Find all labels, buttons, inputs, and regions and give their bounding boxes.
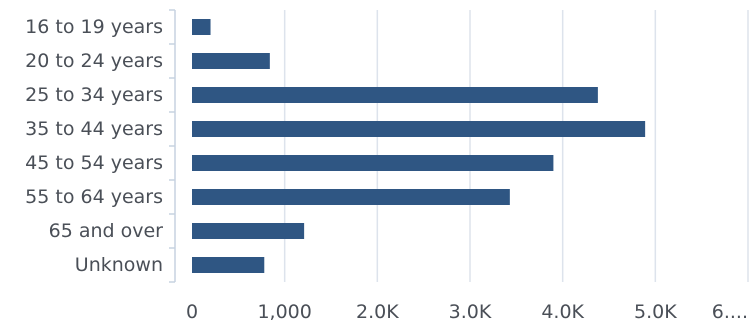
y-axis <box>169 9 176 283</box>
x-tick-label: 1,000 <box>257 301 311 323</box>
gridlines <box>283 10 749 282</box>
category-label: 25 to 34 years <box>25 84 163 106</box>
category-label: 45 to 54 years <box>25 152 163 174</box>
bar <box>192 223 305 239</box>
category-label: 16 to 19 years <box>25 16 163 38</box>
bar <box>192 121 646 137</box>
bar <box>192 155 554 171</box>
bars <box>192 19 646 273</box>
category-label: 55 to 64 years <box>25 186 163 208</box>
x-tick-label: 5.0K <box>634 301 677 323</box>
x-tick-label: 4.0K <box>541 301 584 323</box>
x-tick-label: 0 <box>186 301 198 323</box>
x-tick-label: 6.... <box>712 301 748 323</box>
x-tick-label: 3.0K <box>449 301 492 323</box>
bar <box>192 189 510 205</box>
x-tick-label: 2.0K <box>356 301 399 323</box>
category-labels: 16 to 19 years 20 to 24 years 25 to 34 yea… <box>25 16 163 276</box>
bar <box>192 19 211 35</box>
category-label: 20 to 24 years <box>25 50 163 72</box>
bar <box>192 257 265 273</box>
bar <box>192 87 598 103</box>
category-label: 35 to 44 years <box>25 118 163 140</box>
x-tick-labels: 0 1,000 2.0K 3.0K 4.0K 5.0K 6.... <box>186 301 748 323</box>
category-label: Unknown <box>75 254 163 276</box>
category-label: 65 and over <box>49 220 164 242</box>
bar <box>192 53 270 69</box>
